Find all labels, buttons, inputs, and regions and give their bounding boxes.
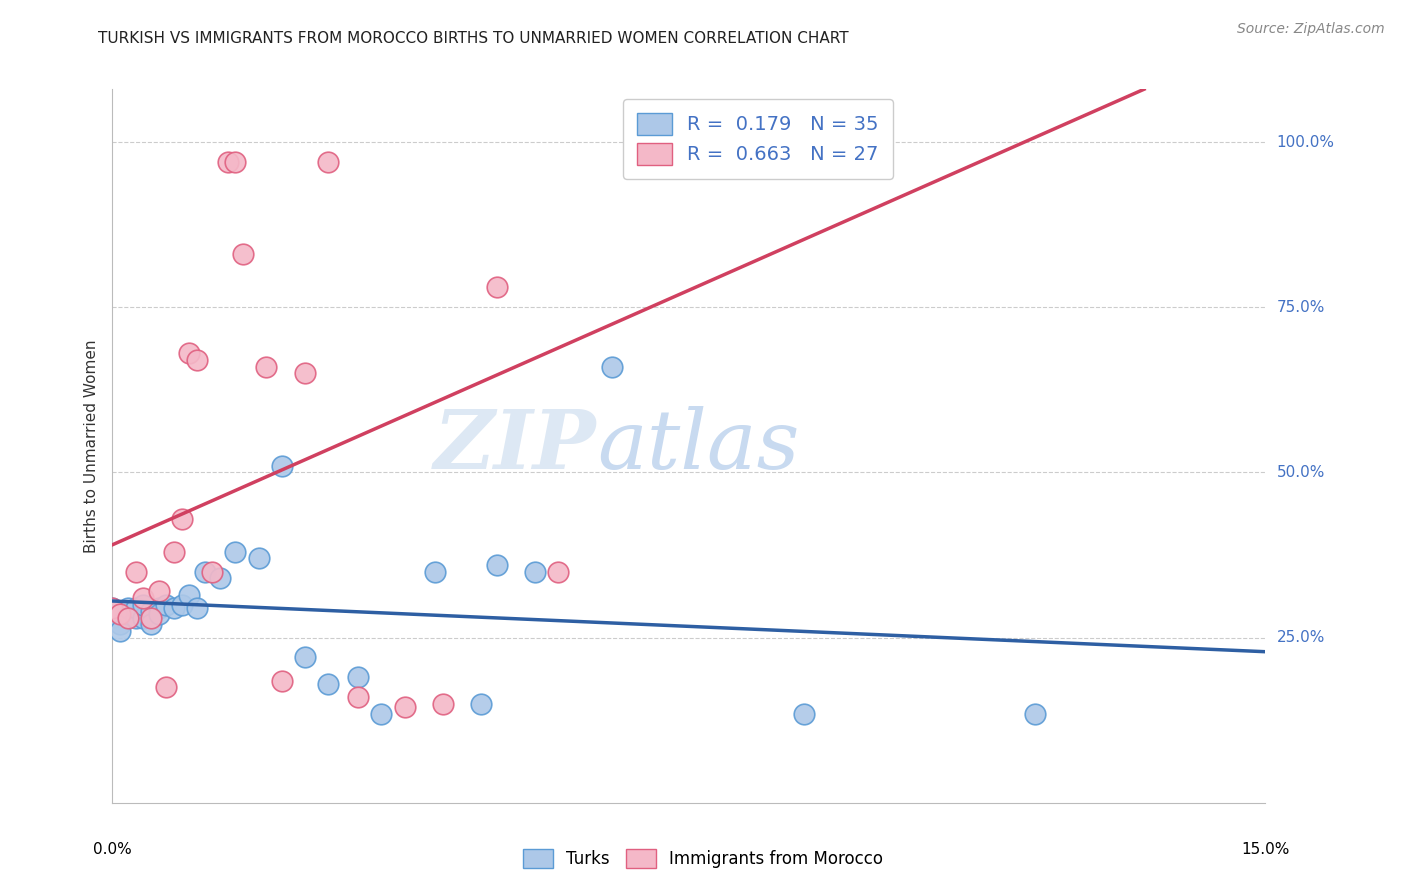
Point: [209, 571, 232, 585]
Point: [316, 677, 339, 691]
Point: [793, 706, 815, 721]
Point: [163, 545, 186, 559]
Point: [394, 700, 416, 714]
Text: ZIP: ZIP: [434, 406, 596, 486]
Point: [485, 558, 508, 572]
Point: [117, 600, 139, 615]
Point: [640, 154, 662, 169]
Point: [270, 673, 292, 688]
Point: [432, 697, 454, 711]
Point: [186, 353, 208, 368]
Text: TURKISH VS IMMIGRANTS FROM MOROCCO BIRTHS TO UNMARRIED WOMEN CORRELATION CHART: TURKISH VS IMMIGRANTS FROM MOROCCO BIRTH…: [98, 31, 849, 46]
Text: Source: ZipAtlas.com: Source: ZipAtlas.com: [1237, 22, 1385, 37]
Point: [294, 367, 316, 381]
Point: [485, 280, 508, 294]
Point: [217, 154, 239, 169]
Point: [170, 598, 193, 612]
Point: [316, 154, 339, 169]
Point: [224, 545, 246, 559]
Point: [148, 600, 170, 615]
Point: [1024, 706, 1046, 721]
Point: [148, 607, 170, 622]
Text: 75.0%: 75.0%: [1277, 300, 1324, 315]
Point: [600, 359, 623, 374]
Point: [139, 611, 162, 625]
Legend: R =  0.179   N = 35, R =  0.663   N = 27: R = 0.179 N = 35, R = 0.663 N = 27: [623, 99, 893, 178]
Point: [224, 154, 246, 169]
Point: [254, 359, 277, 374]
Text: 100.0%: 100.0%: [1277, 135, 1334, 150]
Point: [425, 565, 447, 579]
Point: [179, 346, 201, 360]
Point: [370, 706, 392, 721]
Point: [678, 154, 700, 169]
Text: atlas: atlas: [596, 406, 799, 486]
Text: 25.0%: 25.0%: [1277, 630, 1324, 645]
Text: 0.0%: 0.0%: [93, 842, 132, 856]
Point: [124, 611, 146, 625]
Point: [132, 611, 155, 625]
Point: [347, 690, 370, 704]
Point: [179, 588, 201, 602]
Point: [108, 624, 131, 638]
Point: [124, 565, 146, 579]
Point: [232, 247, 254, 261]
Point: [294, 650, 316, 665]
Point: [132, 598, 155, 612]
Point: [101, 600, 124, 615]
Point: [101, 611, 124, 625]
Point: [194, 565, 217, 579]
Point: [117, 607, 139, 622]
Point: [124, 600, 146, 615]
Point: [470, 697, 492, 711]
Point: [547, 565, 569, 579]
Point: [201, 565, 224, 579]
Point: [347, 670, 370, 684]
Point: [163, 600, 186, 615]
Point: [524, 565, 547, 579]
Point: [186, 600, 208, 615]
Point: [148, 584, 170, 599]
Text: 15.0%: 15.0%: [1241, 842, 1289, 856]
Point: [108, 607, 131, 622]
Point: [108, 617, 131, 632]
Point: [139, 604, 162, 618]
Point: [132, 591, 155, 605]
Point: [247, 551, 270, 566]
Point: [270, 458, 292, 473]
Y-axis label: Births to Unmarried Women: Births to Unmarried Women: [83, 339, 98, 553]
Point: [155, 680, 177, 694]
Point: [170, 511, 193, 525]
Text: 50.0%: 50.0%: [1277, 465, 1324, 480]
Legend: Turks, Immigrants from Morocco: Turks, Immigrants from Morocco: [516, 842, 890, 875]
Point: [139, 617, 162, 632]
Point: [117, 611, 139, 625]
Point: [155, 598, 177, 612]
Point: [101, 600, 124, 615]
